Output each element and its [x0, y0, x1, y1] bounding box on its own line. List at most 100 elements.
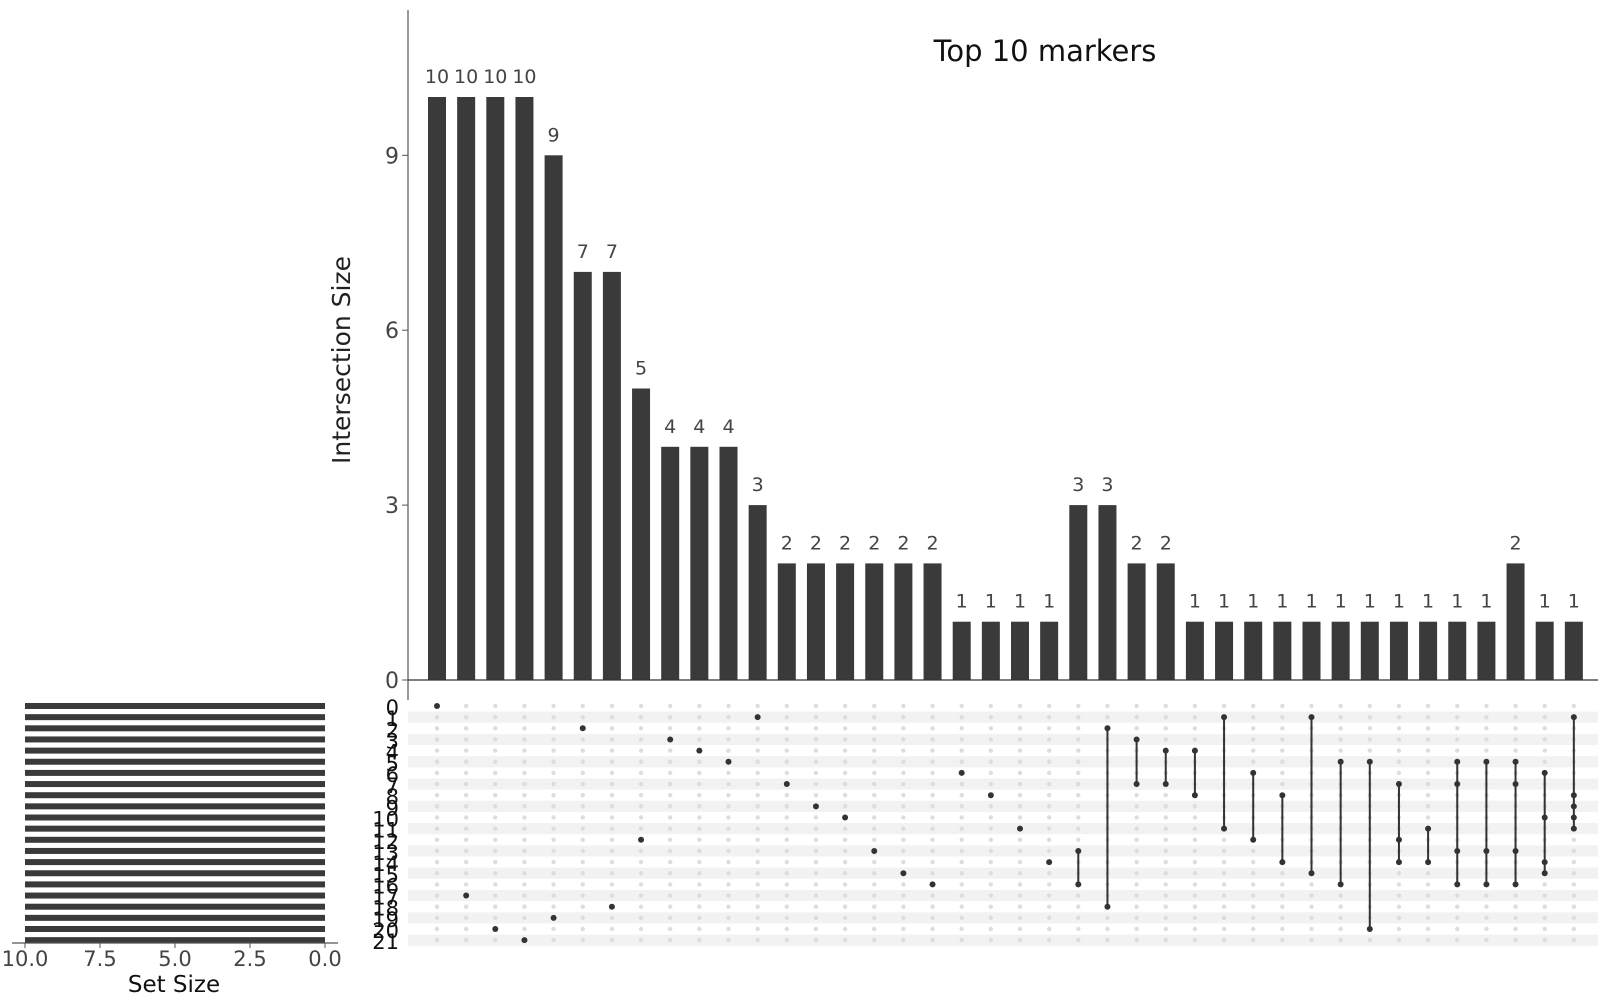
matrix-dot-inactive	[1367, 937, 1373, 943]
matrix-dot-inactive	[522, 793, 527, 798]
matrix-dot-inactive	[609, 837, 615, 842]
set-size-bar	[25, 937, 325, 944]
matrix-dot-inactive	[930, 926, 935, 932]
matrix-dot-inactive	[1163, 826, 1168, 831]
matrix-dot-inactive	[1280, 893, 1285, 898]
matrix-dot-inactive	[580, 871, 585, 876]
matrix-dot-inactive	[872, 837, 877, 842]
matrix-dot-inactive	[1192, 826, 1198, 831]
matrix-dot-inactive	[551, 759, 556, 764]
bar-value-label: 1	[1451, 591, 1463, 613]
matrix-dot-inactive	[463, 871, 469, 876]
matrix-dot-inactive	[813, 904, 819, 909]
matrix-dot-inactive	[1280, 937, 1285, 943]
matrix-dot-inactive	[842, 748, 848, 753]
matrix-dot-inactive	[668, 915, 673, 921]
matrix-dot-inactive	[842, 703, 848, 709]
matrix-dot-inactive	[551, 837, 556, 842]
matrix-dot-inactive	[755, 893, 760, 898]
matrix-dot-inactive	[463, 781, 469, 787]
matrix-dot-inactive	[609, 726, 615, 731]
matrix-dot-active	[1366, 926, 1373, 932]
matrix-dot-inactive	[1221, 871, 1227, 876]
matrix-dot-inactive	[988, 770, 994, 776]
matrix-dot-inactive	[609, 759, 615, 764]
bar-value-label: 1	[1568, 591, 1580, 613]
matrix-dot-inactive	[609, 826, 615, 831]
matrix-dot-inactive	[1046, 915, 1052, 921]
matrix-dot-active	[1425, 859, 1432, 866]
matrix-dot-inactive	[1309, 703, 1314, 709]
matrix-dot-inactive	[522, 893, 527, 898]
matrix-dot-inactive	[755, 781, 760, 787]
matrix-dot-inactive	[1046, 871, 1052, 876]
matrix-dot-inactive	[1396, 703, 1402, 709]
matrix-dot-inactive	[580, 904, 585, 909]
matrix-dot-inactive	[1455, 937, 1460, 943]
matrix-dot-inactive	[930, 937, 935, 943]
matrix-dot-active	[1162, 747, 1169, 754]
matrix-dot-active	[958, 769, 965, 776]
matrix-dot-inactive	[668, 793, 673, 798]
matrix-dot-active	[987, 792, 994, 799]
matrix-dot-inactive	[697, 926, 702, 932]
matrix-dot-inactive	[522, 737, 527, 742]
matrix-dot-inactive	[493, 726, 498, 731]
matrix-dot-active	[1395, 859, 1402, 866]
matrix-dot-inactive	[1163, 726, 1168, 731]
set-size-bar	[25, 903, 325, 910]
bar-value-label: 2	[781, 532, 793, 554]
matrix-dot-inactive	[1076, 748, 1081, 753]
set-size-bar	[25, 792, 325, 799]
matrix-dot-inactive	[1163, 815, 1168, 820]
intersection-bar	[428, 97, 446, 680]
matrix-dot-inactive	[872, 781, 877, 787]
matrix-dot-inactive	[1017, 737, 1023, 742]
matrix-dot-inactive	[842, 781, 848, 787]
matrix-dot-inactive	[1046, 781, 1052, 787]
matrix-dot-inactive	[1280, 748, 1285, 753]
matrix-dot-inactive	[609, 915, 615, 921]
matrix-dot-inactive	[1425, 726, 1431, 731]
matrix-dot-inactive	[1425, 904, 1431, 909]
matrix-dot-inactive	[1192, 726, 1198, 731]
matrix-dot-active	[492, 926, 499, 932]
matrix-dot-inactive	[901, 759, 906, 764]
matrix-row-stripe	[408, 934, 1598, 946]
matrix-dot-inactive	[609, 793, 615, 798]
matrix-dot-inactive	[1192, 737, 1198, 742]
matrix-dot-inactive	[1455, 737, 1460, 742]
matrix-dot-inactive	[1338, 748, 1343, 753]
intersection-bar	[719, 446, 738, 680]
intersection-bar	[923, 563, 942, 680]
matrix-dot-inactive	[697, 793, 702, 798]
matrix-dot-inactive	[930, 826, 935, 831]
matrix-dot-inactive	[522, 926, 527, 932]
set-row-label: 7	[386, 774, 399, 798]
matrix-dot-inactive	[551, 748, 556, 753]
matrix-dot-inactive	[1484, 748, 1489, 753]
matrix-dot-inactive	[1425, 748, 1431, 753]
matrix-dot-inactive	[434, 748, 440, 753]
set-size-tick-label: 10.0	[2, 947, 49, 971]
matrix-dot-inactive	[1280, 882, 1285, 887]
matrix-dot-inactive	[1046, 837, 1052, 842]
matrix-dot-inactive	[813, 882, 819, 887]
matrix-dot-inactive	[668, 770, 673, 776]
matrix-dot-inactive	[1513, 926, 1518, 932]
matrix-dot-inactive	[638, 815, 644, 820]
matrix-dot-inactive	[668, 937, 673, 943]
matrix-dot-inactive	[551, 770, 556, 776]
matrix-dot-inactive	[784, 859, 789, 865]
matrix-dot-inactive	[580, 815, 585, 820]
bar-value-label: 1	[1218, 591, 1230, 613]
matrix-dot-inactive	[522, 826, 527, 831]
matrix-dot-inactive	[1076, 815, 1081, 820]
matrix-dot-inactive	[901, 793, 906, 798]
intersection-bar	[1069, 505, 1088, 680]
matrix-dot-inactive	[959, 793, 964, 798]
matrix-dot-inactive	[930, 781, 935, 787]
set-size-tick-label: 7.5	[83, 947, 116, 971]
matrix-dot-inactive	[988, 837, 994, 842]
matrix-dot-inactive	[522, 871, 527, 876]
